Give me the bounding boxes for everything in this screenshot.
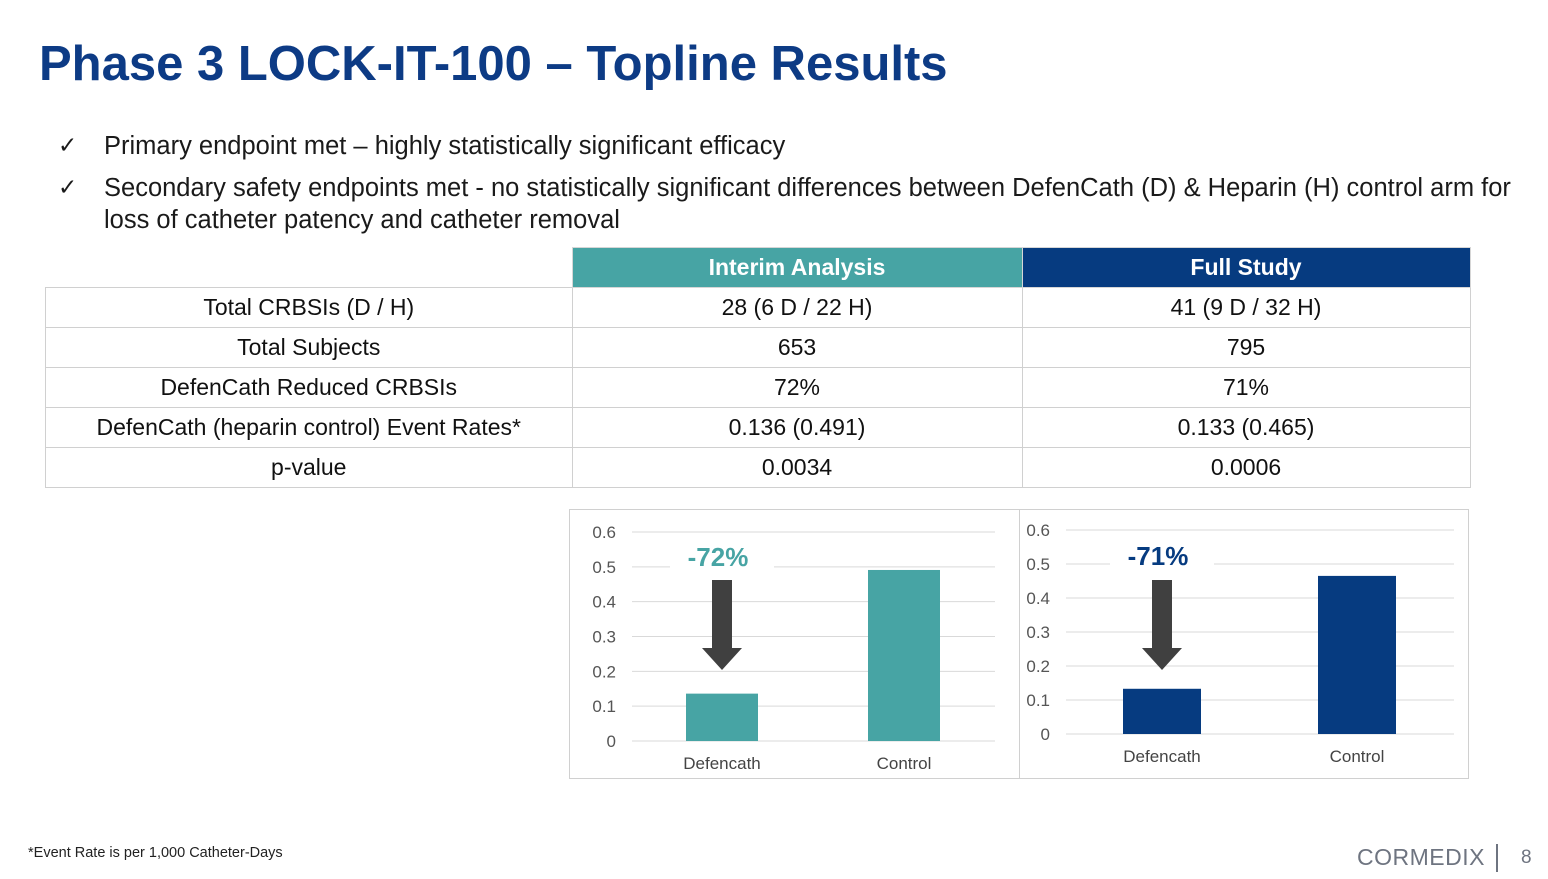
bar-defencath — [1123, 688, 1201, 734]
table-row: p-value 0.0034 0.0006 — [45, 447, 1471, 488]
y-tick-label: 0.4 — [592, 593, 616, 612]
brand-logo: CORMEDIX — [1357, 844, 1485, 870]
full-cell: 0.0006 — [1021, 447, 1471, 488]
bullet-item: ✓ Secondary safety endpoints met - no st… — [58, 172, 1518, 236]
y-tick-label: 0.2 — [592, 662, 616, 681]
interim-cell: 0.0034 — [571, 447, 1023, 488]
interim-cell: 28 (6 D / 22 H) — [571, 287, 1023, 328]
row-label: DefenCath Reduced CRBSIs — [45, 367, 573, 408]
row-label: p-value — [45, 447, 573, 488]
y-tick-label: 0.6 — [1026, 521, 1050, 540]
down-arrow-icon — [702, 580, 742, 670]
annotation-bg — [1110, 539, 1214, 573]
y-tick-label: 0.5 — [1026, 555, 1050, 574]
bullet-list: ✓ Primary endpoint met – highly statisti… — [58, 130, 1518, 246]
interim-cell: 0.136 (0.491) — [571, 407, 1023, 448]
x-tick-label: Control — [1330, 747, 1385, 766]
table-row: Total CRBSIs (D / H) 28 (6 D / 22 H) 41 … — [45, 287, 1471, 328]
header-full-study: Full Study — [1021, 247, 1471, 288]
y-tick-label: 0 — [1041, 725, 1050, 744]
footnote: *Event Rate is per 1,000 Catheter-Days — [28, 845, 283, 861]
bar-defencath — [686, 693, 758, 741]
bullet-text: Secondary safety endpoints met - no stat… — [104, 174, 1511, 234]
down-arrow-icon — [1142, 580, 1182, 670]
table-row: DefenCath Reduced CRBSIs 72% 71% — [45, 367, 1471, 408]
y-tick-label: 0.4 — [1026, 589, 1050, 608]
full-study-chart-svg: 0 0.1 0.2 0.3 0.4 0.5 0.6 Defencath Control -71% — [1026, 521, 1454, 766]
interim-cell: 653 — [571, 327, 1023, 368]
y-tick-label: 0.5 — [592, 558, 616, 577]
table-row: DefenCath (heparin control) Event Rates*… — [45, 407, 1471, 448]
x-tick-label: Defencath — [1123, 747, 1201, 766]
y-tick-label: 0.6 — [592, 523, 616, 542]
row-label: Total Subjects — [45, 327, 573, 368]
checkmark-icon: ✓ — [58, 133, 78, 159]
x-tick-label: Defencath — [683, 754, 761, 773]
annotation-bg — [670, 540, 774, 574]
interim-event-rate-chart: 0 0.1 0.2 0.3 0.4 0.5 0.6 Defencath Control -72% — [569, 509, 1020, 779]
reduction-annotation: -71% — [1128, 541, 1189, 571]
page-number: 8 — [1521, 847, 1532, 868]
bar-control — [1318, 575, 1396, 734]
table-header-row: Interim Analysis Full Study — [45, 247, 1471, 288]
full-cell: 795 — [1021, 327, 1471, 368]
reduction-annotation: -72% — [688, 542, 749, 572]
header-blank — [45, 247, 572, 288]
bar-control — [868, 569, 940, 741]
interim-cell: 72% — [571, 367, 1023, 408]
results-table: Interim Analysis Full Study Total CRBSIs… — [45, 247, 1471, 488]
y-tick-label: 0.2 — [1026, 657, 1050, 676]
footer-divider — [1496, 844, 1498, 872]
y-tick-label: 0.1 — [1026, 691, 1050, 710]
row-label: DefenCath (heparin control) Event Rates* — [45, 407, 573, 448]
x-tick-label: Control — [877, 754, 932, 773]
table-row: Total Subjects 653 795 — [45, 327, 1471, 368]
y-tick-label: 0 — [607, 732, 616, 751]
full-study-event-rate-chart: 0 0.1 0.2 0.3 0.4 0.5 0.6 Defencath Control -71% — [1019, 509, 1469, 779]
bullet-text: Primary endpoint met – highly statistica… — [104, 132, 786, 160]
full-cell: 41 (9 D / 32 H) — [1021, 287, 1471, 328]
bullet-item: ✓ Primary endpoint met – highly statisti… — [58, 130, 1518, 162]
interim-chart-svg: 0 0.1 0.2 0.3 0.4 0.5 0.6 Defencath Control -72% — [592, 523, 995, 773]
page-title: Phase 3 LOCK-IT-100 – Topline Results — [39, 37, 948, 91]
checkmark-icon: ✓ — [58, 175, 78, 201]
full-cell: 71% — [1021, 367, 1471, 408]
y-tick-label: 0.1 — [592, 697, 616, 716]
row-label: Total CRBSIs (D / H) — [45, 287, 573, 328]
y-tick-label: 0.3 — [592, 628, 616, 647]
y-tick-label: 0.3 — [1026, 623, 1050, 642]
header-interim-analysis: Interim Analysis — [571, 247, 1023, 288]
full-cell: 0.133 (0.465) — [1021, 407, 1471, 448]
